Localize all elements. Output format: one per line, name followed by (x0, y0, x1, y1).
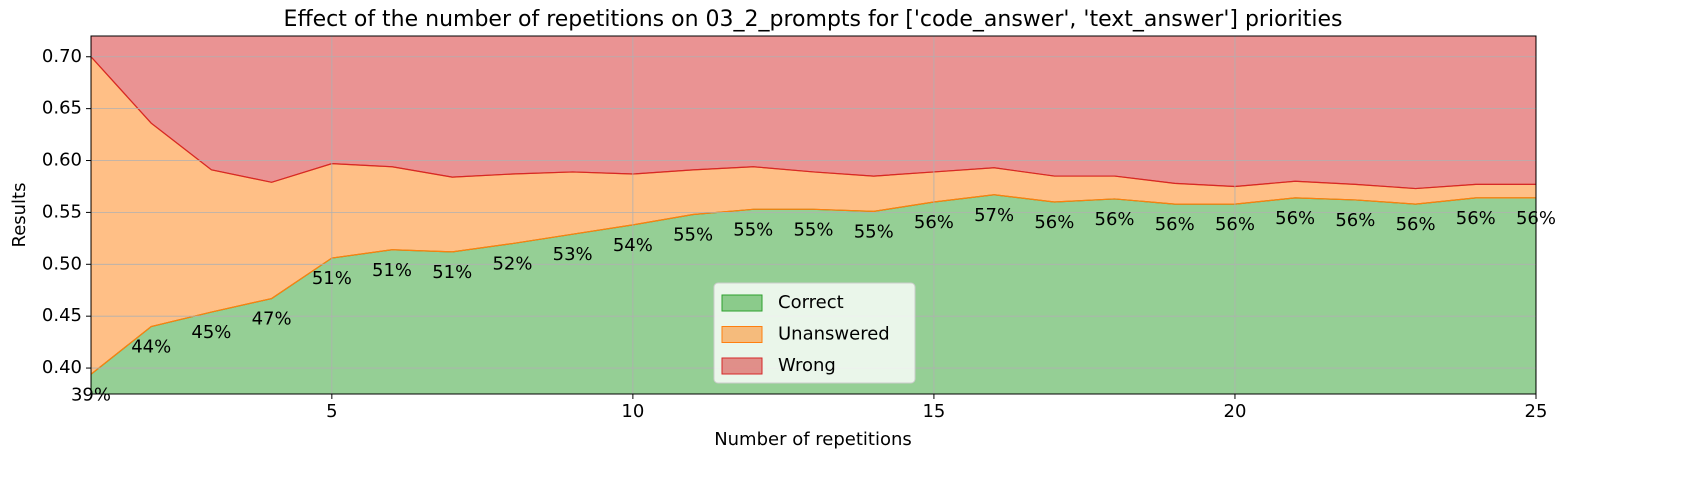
legend-swatch (721, 357, 763, 375)
data-label: 55% (673, 224, 713, 245)
plot-frame (90, 35, 1537, 395)
data-label: 51% (312, 268, 352, 289)
x-tick-label: 20 (1224, 401, 1247, 422)
legend-swatch (721, 326, 763, 343)
data-label: 56% (1396, 214, 1436, 235)
data-label: 51% (372, 260, 412, 281)
x-tick-label: 5 (326, 401, 337, 422)
data-label: 56% (1335, 210, 1375, 231)
y-axis-label: Results (9, 183, 30, 248)
y-tick-label: 0.50 (42, 253, 82, 274)
data-label: 55% (793, 219, 833, 240)
data-label: 53% (553, 244, 593, 265)
legend-label: Unanswered (778, 324, 890, 345)
data-label: 56% (1034, 212, 1074, 233)
data-label: 56% (914, 212, 954, 233)
data-label: 47% (252, 309, 292, 330)
data-label: 57% (974, 205, 1014, 226)
x-axis-label: Number of repetitions (714, 429, 912, 450)
data-label: 56% (1456, 208, 1496, 229)
x-tick-label: 25 (1525, 401, 1548, 422)
legend-box (713, 282, 916, 384)
legend-swatch (721, 294, 763, 312)
data-label: 56% (1155, 214, 1195, 235)
data-label: 55% (733, 219, 773, 240)
data-label: 52% (492, 254, 532, 275)
data-label: 45% (191, 322, 231, 343)
y-tick-label: 0.45 (42, 305, 82, 326)
data-label: 39% (71, 384, 111, 405)
legend-label: Wrong (778, 355, 836, 376)
data-label: 55% (854, 221, 894, 242)
legend-label: Correct (778, 292, 844, 313)
y-tick-label: 0.65 (42, 98, 82, 119)
x-tick-label: 15 (922, 401, 945, 422)
data-label: 56% (1215, 214, 1255, 235)
data-label: 56% (1275, 208, 1315, 229)
data-label: 44% (131, 337, 171, 358)
area (91, 36, 1536, 190)
data-label: 51% (432, 262, 472, 283)
chart-title: Effect of the number of repetitions on 0… (284, 7, 1343, 32)
x-tick-label: 10 (621, 401, 644, 422)
data-label: 54% (613, 235, 653, 256)
data-label: 56% (1095, 209, 1135, 230)
y-tick-label: 0.70 (42, 46, 82, 67)
data-label: 56% (1516, 208, 1556, 229)
plot-area (91, 36, 1536, 394)
y-tick-label: 0.40 (42, 357, 82, 378)
y-tick-label: 0.60 (42, 150, 82, 171)
y-tick-label: 0.55 (42, 201, 82, 222)
